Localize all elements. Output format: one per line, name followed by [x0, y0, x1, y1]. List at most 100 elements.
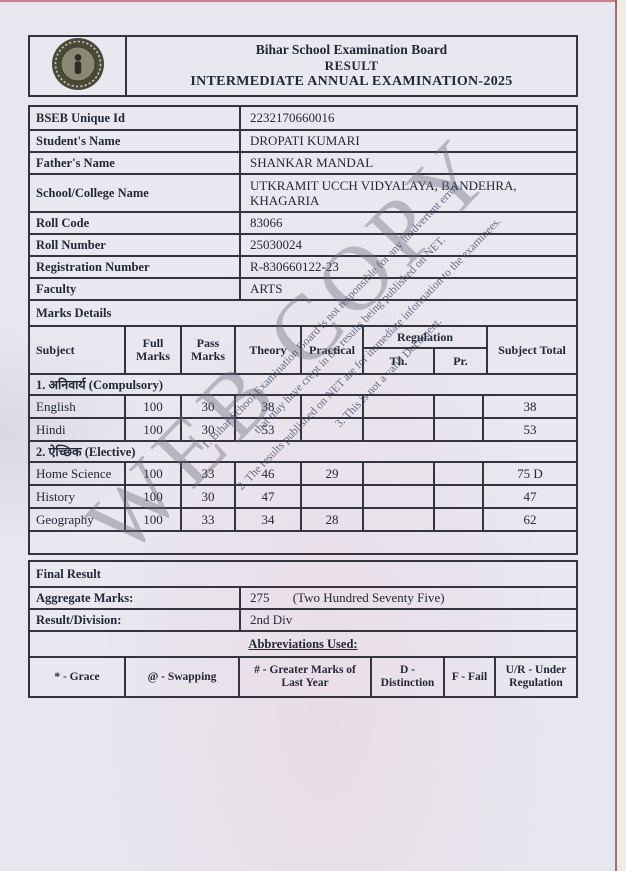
cell-pass-marks: 30 [182, 486, 236, 507]
scan-top-edge [0, 0, 626, 2]
info-label: BSEB Unique Id [30, 107, 241, 129]
info-row-roll-number: Roll Number 25030024 [30, 233, 576, 255]
abbr-fail: F - Fail [445, 658, 496, 696]
cell-subject-total: 75 D [517, 465, 543, 481]
cell-practical: 28 [302, 509, 364, 530]
school-name-line2: KHAGARIA [250, 193, 320, 208]
cell-full-marks: 100 [126, 419, 182, 440]
main-table: BSEB Unique Id 2232170660016 Student's N… [28, 105, 578, 555]
info-value: 25030024 [250, 237, 302, 252]
cell-reg-th [364, 509, 435, 530]
info-label: Faculty [30, 279, 241, 299]
cell-pass-marks: 30 [182, 419, 236, 440]
cell-full-marks: 100 [126, 463, 182, 484]
col-header-reg-pr: Pr. [453, 353, 468, 368]
col-header-subject-total: Subject Total [498, 342, 566, 357]
info-label: Father's Name [30, 153, 241, 173]
scan-right-red-edge [615, 0, 617, 871]
marks-row-hindi: Hindi 100 30 53 53 [30, 417, 576, 440]
cell-subject: Home Science [30, 463, 126, 484]
marks-row-history: History 100 30 47 47 [30, 484, 576, 507]
info-row-faculty: Faculty ARTS [30, 277, 576, 299]
cell-subject-total: 62 [523, 511, 537, 527]
col-header-subject: Subject [30, 327, 126, 373]
abbr-greater-marks: # - Greater Marks of Last Year [240, 658, 372, 696]
col-header-reg-th: Th. [364, 349, 435, 373]
cell-subject: English [30, 396, 126, 417]
info-label: Registration Number [30, 257, 241, 277]
group-heading-compulsory: 1. अनिवार्य (Compulsory) [30, 373, 576, 394]
cell-practical [302, 419, 364, 440]
board-name: Bihar School Examination Board [255, 42, 448, 57]
school-name-line1: UTKRAMIT UCCH VIDYALAYA, BANDEHRA, [250, 178, 517, 193]
cell-reg-th [364, 463, 435, 484]
cell-pass-marks: 33 [182, 463, 236, 484]
aggregate-marks-value: 275 (Two Hundred Seventy Five) [241, 588, 576, 608]
info-value: ARTS [250, 281, 283, 296]
empty-spare-row [30, 530, 576, 553]
abbr-grace: * - Grace [30, 658, 126, 696]
cell-practical: 29 [302, 463, 364, 484]
marks-row-home-science: Home Science 100 33 46 29 75 D [30, 461, 576, 484]
cell-reg-pr [435, 463, 484, 484]
result-heading: RESULT [324, 58, 379, 73]
col-header-theory: Theory [236, 327, 302, 373]
cell-pass-marks: 30 [182, 396, 236, 417]
abbr-distinction: D - Distinction [372, 658, 445, 696]
exam-heading: INTERMEDIATE ANNUAL EXAMINATION-2025 [190, 74, 513, 89]
cell-theory: 53 [236, 419, 302, 440]
final-result-table: Final Result Aggregate Marks: 275 (Two H… [28, 560, 578, 698]
col-header-full-marks: Full Marks [126, 327, 182, 373]
info-row-registration-number: Registration Number R-830660122-23 [30, 255, 576, 277]
cell-reg-th [364, 396, 435, 417]
aggregate-marks-label: Aggregate Marks: [30, 588, 241, 608]
abbr-swapping: @ - Swapping [126, 658, 240, 696]
info-value: 2232170660016 [250, 110, 335, 125]
info-row-student-name: Student's Name DROPATI KUMARI [30, 129, 576, 151]
cell-full-marks: 100 [126, 486, 182, 507]
header-box: Bihar School Examination Board RESULT IN… [28, 35, 578, 97]
cell-theory: 34 [236, 509, 302, 530]
document-body: Bihar School Examination Board RESULT IN… [28, 35, 578, 698]
info-value: R-830660122-23 [250, 259, 339, 274]
cell-reg-th [364, 419, 435, 440]
cell-reg-pr [435, 396, 484, 417]
cell-theory: 46 [236, 463, 302, 484]
regulation-subheaders: Th. Pr. [364, 349, 486, 373]
info-value: UTKRAMIT UCCH VIDYALAYA, BANDEHRA, KHAGA… [241, 175, 576, 211]
marks-row-geography: Geography 100 33 34 28 62 [30, 507, 576, 530]
info-row-father-name: Father's Name SHANKAR MANDAL [30, 151, 576, 173]
marks-row-english: English 100 30 38 38 [30, 394, 576, 417]
cell-reg-pr [435, 509, 484, 530]
result-division-value: 2nd Div [250, 612, 293, 627]
col-header-pass-marks: Pass Marks [182, 327, 236, 373]
header-title-block: Bihar School Examination Board RESULT IN… [127, 37, 576, 95]
marks-table-header: Subject Full Marks Pass Marks Theory Pra… [30, 325, 576, 373]
cell-subject: Geography [30, 509, 126, 530]
cell-subject-total: 38 [523, 398, 537, 414]
cell-theory: 47 [236, 486, 302, 507]
cell-reg-pr [435, 419, 484, 440]
info-row-roll-code: Roll Code 83066 [30, 211, 576, 233]
cell-full-marks: 100 [126, 396, 182, 417]
cell-subject: History [30, 486, 126, 507]
abbreviations-heading-text: Abbreviations Used: [248, 636, 358, 651]
info-row-unique-id: BSEB Unique Id 2232170660016 [30, 107, 576, 129]
info-row-school-name: School/College Name UTKRAMIT UCCH VIDYAL… [30, 173, 576, 211]
aggregate-marks-row: Aggregate Marks: 275 (Two Hundred Sevent… [30, 586, 576, 608]
result-division-label: Result/Division: [30, 610, 241, 630]
info-label: Roll Code [30, 213, 241, 233]
abbreviations-row: * - Grace @ - Swapping # - Greater Marks… [30, 656, 576, 696]
aggregate-in-words: (Two Hundred Seventy Five) [292, 590, 445, 605]
logo-cell [30, 37, 127, 95]
info-value: 83066 [250, 215, 283, 230]
info-label: Student's Name [30, 131, 241, 151]
final-result-heading: Final Result [36, 566, 101, 581]
abbr-under-regulation: U/R - Under Regulation [505, 664, 567, 689]
col-header-regulation: Regulation [364, 327, 486, 349]
info-label: Roll Number [30, 235, 241, 255]
scan-right-paper-edge [617, 0, 626, 871]
aggregate-number: 275 [250, 590, 270, 605]
cell-practical [302, 486, 364, 507]
marks-details-heading: Marks Details [30, 299, 576, 325]
